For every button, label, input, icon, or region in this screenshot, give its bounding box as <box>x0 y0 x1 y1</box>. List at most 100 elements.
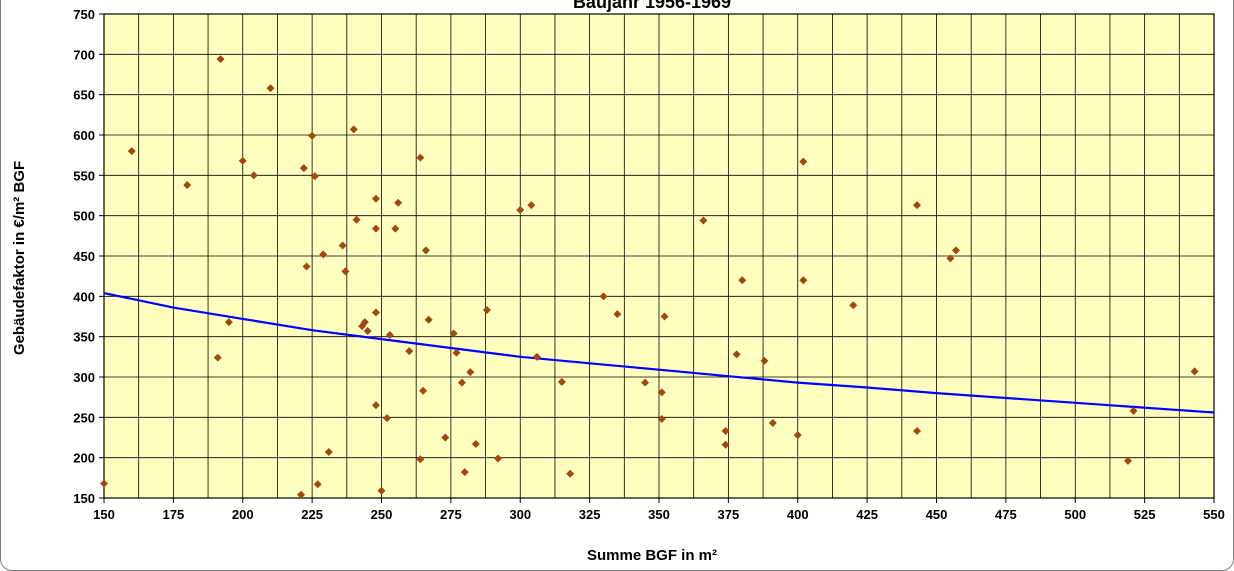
data-point <box>471 439 480 448</box>
data-point <box>738 276 747 285</box>
x-tick-label: 525 <box>1134 507 1156 522</box>
data-point <box>310 172 319 181</box>
data-point <box>946 254 955 263</box>
x-tick-label: 225 <box>301 507 323 522</box>
data-point <box>363 327 372 336</box>
data-point <box>721 427 730 436</box>
data-point <box>1129 406 1138 415</box>
data-point <box>308 131 317 140</box>
data-point <box>249 171 258 180</box>
data-point <box>324 448 333 457</box>
y-tick-label: 250 <box>73 410 95 425</box>
y-tick-label: 700 <box>73 47 95 62</box>
data-point <box>913 427 922 436</box>
data-point <box>457 378 466 387</box>
data-point <box>416 455 425 464</box>
y-tick-label: 500 <box>73 209 95 224</box>
data-point <box>183 181 192 190</box>
data-point <box>127 147 136 156</box>
data-point <box>100 479 108 488</box>
data-point <box>224 318 233 327</box>
chart-title: Baujahr 1956-1969 <box>573 0 731 12</box>
data-point <box>849 301 858 310</box>
data-point <box>266 84 275 93</box>
data-point <box>416 153 425 162</box>
data-point <box>1190 367 1199 376</box>
data-point <box>657 388 666 397</box>
trendline <box>103 292 1215 414</box>
data-point <box>338 241 347 250</box>
data-point <box>213 353 222 362</box>
y-tick-label: 750 <box>73 7 95 22</box>
x-tick-label: 550 <box>1203 507 1225 522</box>
data-point <box>299 164 308 173</box>
data-point <box>452 348 461 357</box>
x-tick-label: 475 <box>995 507 1017 522</box>
data-point <box>391 224 400 233</box>
x-tick-label: 375 <box>718 507 740 522</box>
data-point <box>377 486 386 495</box>
data-point <box>371 194 380 203</box>
x-tick-label: 150 <box>93 507 115 522</box>
data-point <box>599 292 608 301</box>
data-point <box>532 352 541 361</box>
data-point <box>341 267 350 276</box>
x-tick-label: 200 <box>232 507 254 522</box>
data-point <box>297 490 306 499</box>
data-point <box>793 431 802 440</box>
data-point <box>641 378 650 387</box>
data-point <box>516 206 525 215</box>
y-tick-label: 550 <box>73 168 95 183</box>
y-axis-title: Gebäudefaktor in €/m² BGF <box>11 161 28 355</box>
data-point <box>405 347 414 356</box>
data-point <box>657 414 666 423</box>
data-point <box>302 262 311 271</box>
data-point <box>799 157 808 166</box>
data-point <box>566 469 575 478</box>
y-tick-label: 400 <box>73 289 95 304</box>
x-tick-label: 300 <box>509 507 531 522</box>
data-point <box>441 433 450 442</box>
data-point <box>394 198 403 207</box>
data-point <box>482 306 491 315</box>
x-tick-label: 250 <box>371 507 393 522</box>
data-point <box>319 250 328 259</box>
data-point <box>721 440 730 449</box>
x-axis-title: Summe BGF in m² <box>587 547 717 564</box>
y-tick-label: 600 <box>73 128 95 143</box>
data-point <box>1123 456 1132 465</box>
data-point <box>424 315 433 324</box>
data-point <box>527 201 536 210</box>
data-point <box>449 329 458 338</box>
data-point <box>385 331 394 340</box>
data-point <box>238 156 247 165</box>
y-tick-label: 450 <box>73 249 95 264</box>
x-tick-label: 175 <box>163 507 185 522</box>
data-point <box>466 368 475 377</box>
data-point <box>613 310 622 319</box>
data-point <box>699 216 708 225</box>
data-point <box>421 246 430 255</box>
data-point <box>216 55 225 64</box>
x-tick-label: 450 <box>926 507 948 522</box>
data-point <box>313 480 322 489</box>
data-point <box>360 318 369 327</box>
y-tick-label: 350 <box>73 330 95 345</box>
data-point <box>383 414 392 423</box>
x-tick-label: 325 <box>579 507 601 522</box>
data-point <box>768 418 777 427</box>
data-point <box>494 454 503 463</box>
data-point <box>371 224 380 233</box>
x-tick-label: 425 <box>856 507 878 522</box>
data-point <box>732 350 741 359</box>
y-tick-label: 150 <box>73 491 95 506</box>
data-point <box>419 386 428 395</box>
data-point <box>557 377 566 386</box>
data-point <box>352 215 361 224</box>
data-point <box>951 246 960 255</box>
data-point <box>660 312 669 321</box>
y-tick-label: 650 <box>73 88 95 103</box>
x-tick-label: 500 <box>1064 507 1086 522</box>
data-point <box>913 201 922 210</box>
x-tick-label: 275 <box>440 507 462 522</box>
